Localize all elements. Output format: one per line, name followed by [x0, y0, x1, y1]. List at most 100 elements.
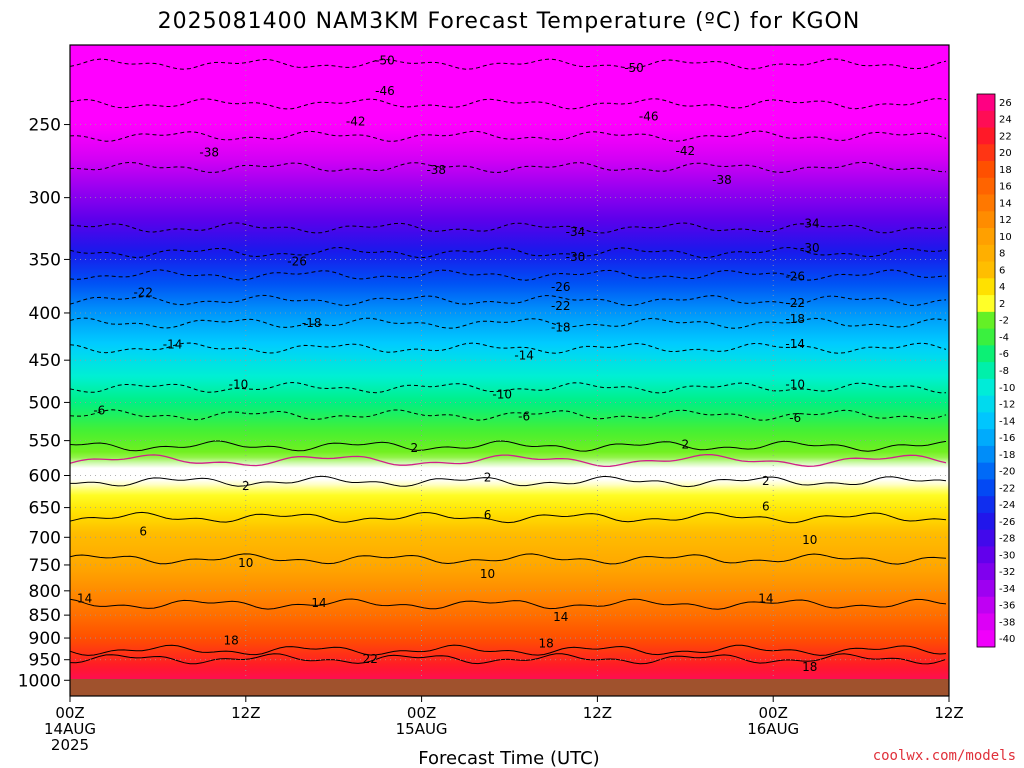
- contour-label: 2: [762, 474, 770, 488]
- colorbar-tick-label: -26: [999, 517, 1015, 528]
- colorbar-tick-label: -4: [999, 332, 1009, 343]
- colorbar-tick-label: -34: [999, 584, 1015, 595]
- contour-line: [70, 269, 947, 281]
- colorbar-tick-label: -38: [999, 617, 1015, 628]
- contour-label: -18: [785, 312, 805, 326]
- contour-label: -50: [624, 61, 644, 75]
- contour-line: [70, 653, 947, 665]
- colorbar-tick-label: -28: [999, 534, 1015, 545]
- colorbar-cell: [977, 110, 995, 128]
- contour-label: -10: [785, 377, 805, 391]
- colorbar-tick-label: -24: [999, 500, 1015, 511]
- contour-lines: [70, 58, 947, 665]
- contour-label: -10: [492, 387, 512, 401]
- contour-line: [70, 475, 947, 488]
- contour-label: -30: [566, 250, 586, 264]
- colorbar: 26 24 22 20 18 16 14 12 10 8 6 4 2 -2 -4 -6 -8 -10 -12 -14 -…: [976, 93, 1015, 648]
- x-tick-label: 15AUG: [396, 720, 448, 738]
- colorbar-cell: [977, 94, 995, 112]
- x-tick-label: 16AUG: [747, 720, 799, 738]
- contour-label: 2: [484, 471, 492, 485]
- contour-line: [70, 342, 947, 354]
- colorbar-cell: [977, 244, 995, 262]
- contour-label: 10: [480, 567, 495, 581]
- contour-label: 6: [762, 499, 770, 513]
- contour-label: -50: [375, 53, 395, 67]
- contour-label: -18: [551, 321, 571, 335]
- chart-title: 2025081400 NAM3KM Forecast Temperature (…: [158, 9, 861, 34]
- contour-label: -38: [426, 163, 446, 177]
- y-tick-label: 1000: [18, 671, 61, 691]
- y-tick-label: 700: [29, 528, 61, 548]
- credit-text: coolwx.com/models: [873, 748, 1016, 764]
- y-tick-label: 550: [29, 432, 61, 452]
- colorbar-tick-label: -22: [999, 483, 1015, 494]
- contour-label: 6: [139, 525, 147, 539]
- colorbar-cell: [977, 613, 995, 631]
- colorbar-cell: [977, 177, 995, 195]
- colorbar-cell: [977, 295, 995, 313]
- colorbar-cell: [977, 579, 995, 598]
- x-tick-label: 00Z: [759, 704, 788, 722]
- contour-label: 18: [538, 636, 553, 650]
- colorbar-tick-label: 18: [999, 165, 1012, 176]
- y-tick-label: 750: [29, 556, 61, 576]
- colorbar-cell: [977, 563, 995, 581]
- contour-label: -6: [93, 403, 105, 417]
- colorbar-cell: [977, 512, 995, 531]
- contour-label: 2: [242, 479, 250, 493]
- y-tick-label: 500: [29, 393, 61, 413]
- contour-label: -30: [800, 241, 820, 255]
- colorbar-cell: [977, 278, 995, 296]
- colorbar-tick-label: -18: [999, 450, 1015, 461]
- colorbar-cell: [977, 194, 995, 212]
- contour-label: -26: [785, 269, 805, 283]
- contour-label: -22: [785, 296, 805, 310]
- contour-label: 14: [758, 591, 773, 605]
- colorbar-cell: [977, 496, 995, 514]
- colorbar-cell: [977, 261, 995, 279]
- colorbar-tick-label: -14: [999, 416, 1015, 427]
- colorbar-tick-label: 14: [999, 198, 1012, 209]
- colorbar-cell: [977, 161, 995, 179]
- contour-label: -46: [639, 109, 659, 123]
- grid-lines: [70, 45, 949, 696]
- colorbar-cell: [977, 127, 995, 145]
- x-tick-label: 14AUG: [44, 720, 96, 738]
- y-tick-label: 250: [29, 116, 61, 136]
- colorbar-cell: [977, 479, 995, 497]
- y-tick-label: 900: [29, 629, 61, 649]
- x-axis-label: Forecast Time (UTC): [418, 748, 599, 768]
- colorbar-tick-label: -12: [999, 400, 1015, 411]
- colorbar-tick-label: -32: [999, 567, 1015, 578]
- y-tick-label: 800: [29, 582, 61, 602]
- y-tick-label: 850: [29, 606, 61, 626]
- contour-label: -10: [229, 377, 249, 391]
- colorbar-tick-label: -8: [999, 366, 1009, 377]
- y-tick-label: 950: [29, 651, 61, 671]
- contour-line: [70, 644, 947, 656]
- y-tick-label: 400: [29, 304, 61, 324]
- y-tick-label: 600: [29, 467, 61, 487]
- colorbar-tick-label: 24: [999, 115, 1012, 126]
- contour-line: [70, 98, 947, 110]
- colorbar-cell: [977, 362, 995, 380]
- contour-line: [70, 409, 947, 421]
- freezing-line: [70, 453, 947, 468]
- contour-label: -6: [789, 411, 801, 425]
- colorbar-frame: [976, 93, 996, 648]
- contour-label: 2: [681, 437, 689, 451]
- contour-label: -14: [514, 349, 534, 363]
- colorbar-tick-label: -16: [999, 433, 1015, 444]
- contour-label: -18: [302, 316, 322, 330]
- colorbar-cell: [977, 144, 995, 162]
- contour-label: -38: [199, 145, 219, 159]
- ground-surface: [70, 679, 949, 696]
- colorbar-tick-label: -40: [999, 634, 1015, 645]
- y-tick-label: 300: [29, 189, 61, 209]
- contour-label: 18: [802, 660, 817, 674]
- contour-label: -46: [375, 84, 395, 98]
- contour-line: [70, 317, 947, 329]
- colorbar-cell: [977, 412, 995, 430]
